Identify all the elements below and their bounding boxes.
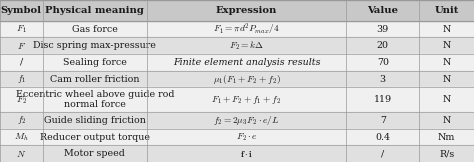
Text: $f_1$: $f_1$ xyxy=(17,73,26,85)
Bar xyxy=(0,112,474,129)
Text: Sealing force: Sealing force xyxy=(63,58,127,67)
Text: Physical meaning: Physical meaning xyxy=(46,6,144,15)
Text: $\mu_1(F_1 + F_2 + f_2)$: $\mu_1(F_1 + F_2 + f_2)$ xyxy=(213,73,280,86)
Text: N: N xyxy=(443,25,451,34)
Text: Value: Value xyxy=(367,6,398,15)
Text: 0.4: 0.4 xyxy=(375,133,390,142)
Text: $F_2 \cdot e$: $F_2 \cdot e$ xyxy=(236,131,257,143)
Text: 20: 20 xyxy=(377,41,389,50)
Bar xyxy=(0,21,474,37)
Text: N: N xyxy=(443,75,451,84)
Text: Disc spring max-pressure: Disc spring max-pressure xyxy=(33,41,156,50)
Bar xyxy=(0,87,474,112)
Text: $f_2=2\mu_3 F_2 \cdot e/L$: $f_2=2\mu_3 F_2 \cdot e/L$ xyxy=(213,114,280,127)
Text: Gas force: Gas force xyxy=(72,25,118,34)
Bar xyxy=(0,129,474,145)
Text: /: / xyxy=(381,149,384,158)
Text: $M_h$: $M_h$ xyxy=(14,131,29,143)
Text: 7: 7 xyxy=(380,116,386,125)
Text: N: N xyxy=(443,95,451,104)
Text: Motor speed: Motor speed xyxy=(64,149,125,158)
Text: N: N xyxy=(443,58,451,67)
Bar xyxy=(0,54,474,71)
Text: Reducer output torque: Reducer output torque xyxy=(40,133,150,142)
Text: 3: 3 xyxy=(380,75,386,84)
Text: $N$: $N$ xyxy=(16,149,27,159)
Text: Unit: Unit xyxy=(435,6,459,15)
Text: $F_1 + F_2 + f_1 + f_2$: $F_1 + F_2 + f_1 + f_2$ xyxy=(211,94,282,106)
Text: $f_2$: $f_2$ xyxy=(17,114,26,126)
Bar xyxy=(0,71,474,87)
Text: $\mathbf{f \cdot i}$: $\mathbf{f \cdot i}$ xyxy=(240,149,253,159)
Text: N: N xyxy=(443,116,451,125)
Text: $F_1 = \pi d^2 P_{max} / 4$: $F_1 = \pi d^2 P_{max} / 4$ xyxy=(213,21,280,37)
Bar xyxy=(0,37,474,54)
Text: Cam roller friction: Cam roller friction xyxy=(50,75,139,84)
Text: N: N xyxy=(443,41,451,50)
Text: R/s: R/s xyxy=(439,149,455,158)
Text: 119: 119 xyxy=(374,95,392,104)
Text: /: / xyxy=(20,58,23,67)
Text: $F$: $F$ xyxy=(17,41,26,51)
Text: Symbol: Symbol xyxy=(1,6,42,15)
Text: Eccentric wheel above guide rod
normal force: Eccentric wheel above guide rod normal f… xyxy=(16,90,174,109)
Text: Finite element analysis results: Finite element analysis results xyxy=(173,58,320,67)
Text: 70: 70 xyxy=(377,58,389,67)
Text: Expression: Expression xyxy=(216,6,277,15)
Text: $F_2 = k\Delta$: $F_2 = k\Delta$ xyxy=(229,40,264,52)
Bar xyxy=(0,145,474,162)
Text: 39: 39 xyxy=(377,25,389,34)
Text: $F_2$: $F_2$ xyxy=(16,94,27,105)
Text: Guide sliding friction: Guide sliding friction xyxy=(44,116,146,125)
Bar xyxy=(0,0,474,21)
Text: $F_1$: $F_1$ xyxy=(16,23,27,35)
Text: Nm: Nm xyxy=(438,133,456,142)
